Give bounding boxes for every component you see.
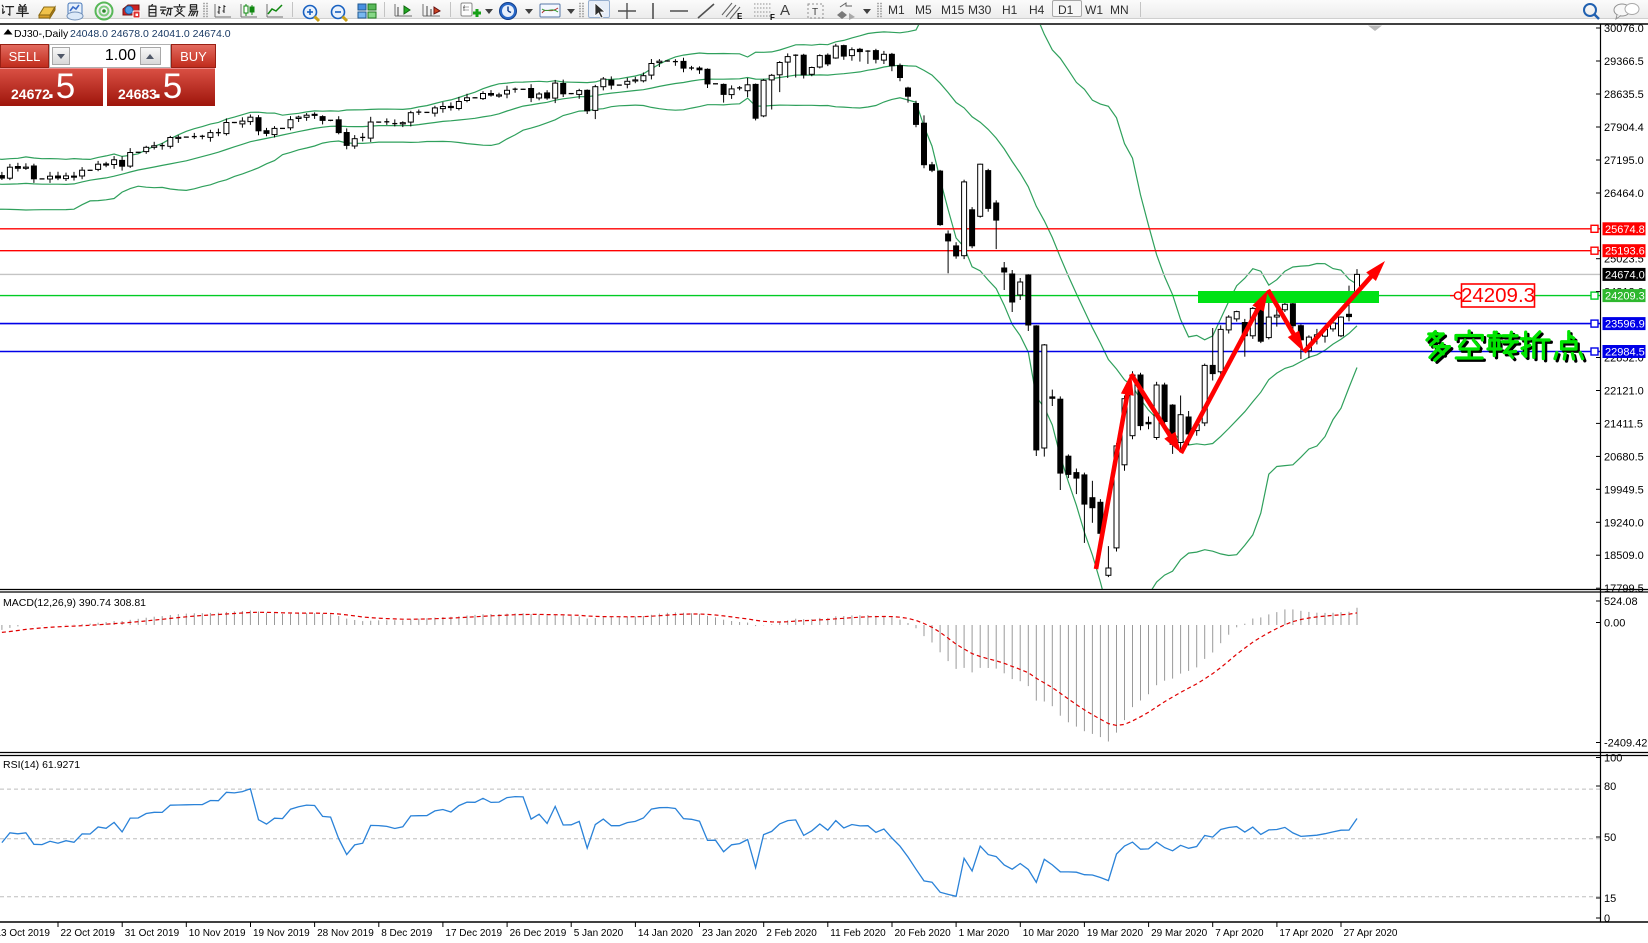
svg-text:31 Oct 2019: 31 Oct 2019 — [125, 928, 180, 939]
svg-text:15: 15 — [1604, 893, 1616, 905]
svg-text:22 Oct 2019: 22 Oct 2019 — [61, 928, 116, 939]
svg-text:14 Jan 2020: 14 Jan 2020 — [638, 928, 693, 939]
svg-text:20 Feb 2020: 20 Feb 2020 — [895, 928, 952, 939]
svg-text:8 Dec 2019: 8 Dec 2019 — [381, 928, 433, 939]
svg-text:17 Dec 2019: 17 Dec 2019 — [445, 928, 502, 939]
svg-text:23 Jan 2020: 23 Jan 2020 — [702, 928, 757, 939]
svg-text:24209.3: 24209.3 — [1461, 284, 1535, 307]
svg-text:25193.6: 25193.6 — [1605, 246, 1645, 258]
svg-text:5 Jan 2020: 5 Jan 2020 — [574, 928, 624, 939]
svg-text:23596.9: 23596.9 — [1605, 319, 1645, 331]
svg-text:27195.0: 27195.0 — [1604, 155, 1644, 167]
svg-text:10 Mar 2020: 10 Mar 2020 — [1023, 928, 1080, 939]
svg-text:T: T — [812, 7, 818, 18]
svg-text:26 Dec 2019: 26 Dec 2019 — [510, 928, 567, 939]
svg-text:22984.5: 22984.5 — [1605, 347, 1645, 359]
svg-text:17799.5: 17799.5 — [1604, 583, 1644, 595]
svg-text:-2409.42: -2409.42 — [1604, 738, 1647, 750]
svg-text:19 Mar 2020: 19 Mar 2020 — [1087, 928, 1144, 939]
svg-text:27904.4: 27904.4 — [1604, 122, 1644, 134]
svg-text:24209.3: 24209.3 — [1605, 291, 1645, 303]
svg-text:MACD(12,26,9) 390.74 308.81: MACD(12,26,9) 390.74 308.81 — [3, 597, 146, 609]
svg-text:29 Mar 2020: 29 Mar 2020 — [1151, 928, 1208, 939]
svg-text:11 Feb 2020: 11 Feb 2020 — [830, 928, 886, 939]
svg-text:19 Nov 2019: 19 Nov 2019 — [253, 928, 310, 939]
svg-text:DJ30-,Daily: DJ30-,Daily — [14, 28, 69, 40]
svg-text:19240.0: 19240.0 — [1604, 517, 1644, 529]
svg-text:25674.8: 25674.8 — [1605, 224, 1645, 236]
svg-text:2 Feb 2020: 2 Feb 2020 — [766, 928, 817, 939]
svg-text:24674.0: 24674.0 — [1605, 269, 1645, 281]
svg-text:F: F — [770, 13, 775, 21]
svg-text:E: E — [737, 12, 743, 21]
svg-text:21411.5: 21411.5 — [1604, 418, 1643, 430]
svg-text:0.00: 0.00 — [1604, 618, 1625, 630]
svg-text:f: f — [463, 6, 465, 13]
svg-text:30076.0: 30076.0 — [1604, 23, 1644, 35]
svg-text:27 Apr 2020: 27 Apr 2020 — [1344, 928, 1398, 939]
svg-text:26464.0: 26464.0 — [1604, 188, 1644, 200]
svg-text:17 Apr 2020: 17 Apr 2020 — [1279, 928, 1333, 939]
svg-text:50: 50 — [1604, 832, 1616, 844]
svg-text:22121.0: 22121.0 — [1604, 386, 1644, 398]
svg-text:28 Nov 2019: 28 Nov 2019 — [317, 928, 374, 939]
svg-text:RSI(14) 61.9271: RSI(14) 61.9271 — [3, 759, 80, 771]
svg-text:524.08: 524.08 — [1604, 596, 1638, 608]
svg-text:100: 100 — [1604, 753, 1622, 765]
svg-text:13 Oct 2019: 13 Oct 2019 — [0, 928, 50, 939]
svg-text:80: 80 — [1604, 781, 1616, 793]
svg-text:29366.5: 29366.5 — [1604, 56, 1644, 68]
svg-text:20680.5: 20680.5 — [1604, 451, 1644, 463]
svg-text:10 Nov 2019: 10 Nov 2019 — [189, 928, 246, 939]
svg-text:7 Apr 2020: 7 Apr 2020 — [1215, 928, 1264, 939]
svg-text:18509.0: 18509.0 — [1604, 550, 1644, 562]
svg-text:0: 0 — [1604, 913, 1610, 925]
svg-text:1 Mar 2020: 1 Mar 2020 — [959, 928, 1010, 939]
svg-text:28635.5: 28635.5 — [1604, 89, 1644, 101]
svg-text:24048.0 24678.0 24041.0 24674.: 24048.0 24678.0 24041.0 24674.0 — [70, 28, 231, 40]
svg-text:19949.5: 19949.5 — [1604, 484, 1644, 496]
